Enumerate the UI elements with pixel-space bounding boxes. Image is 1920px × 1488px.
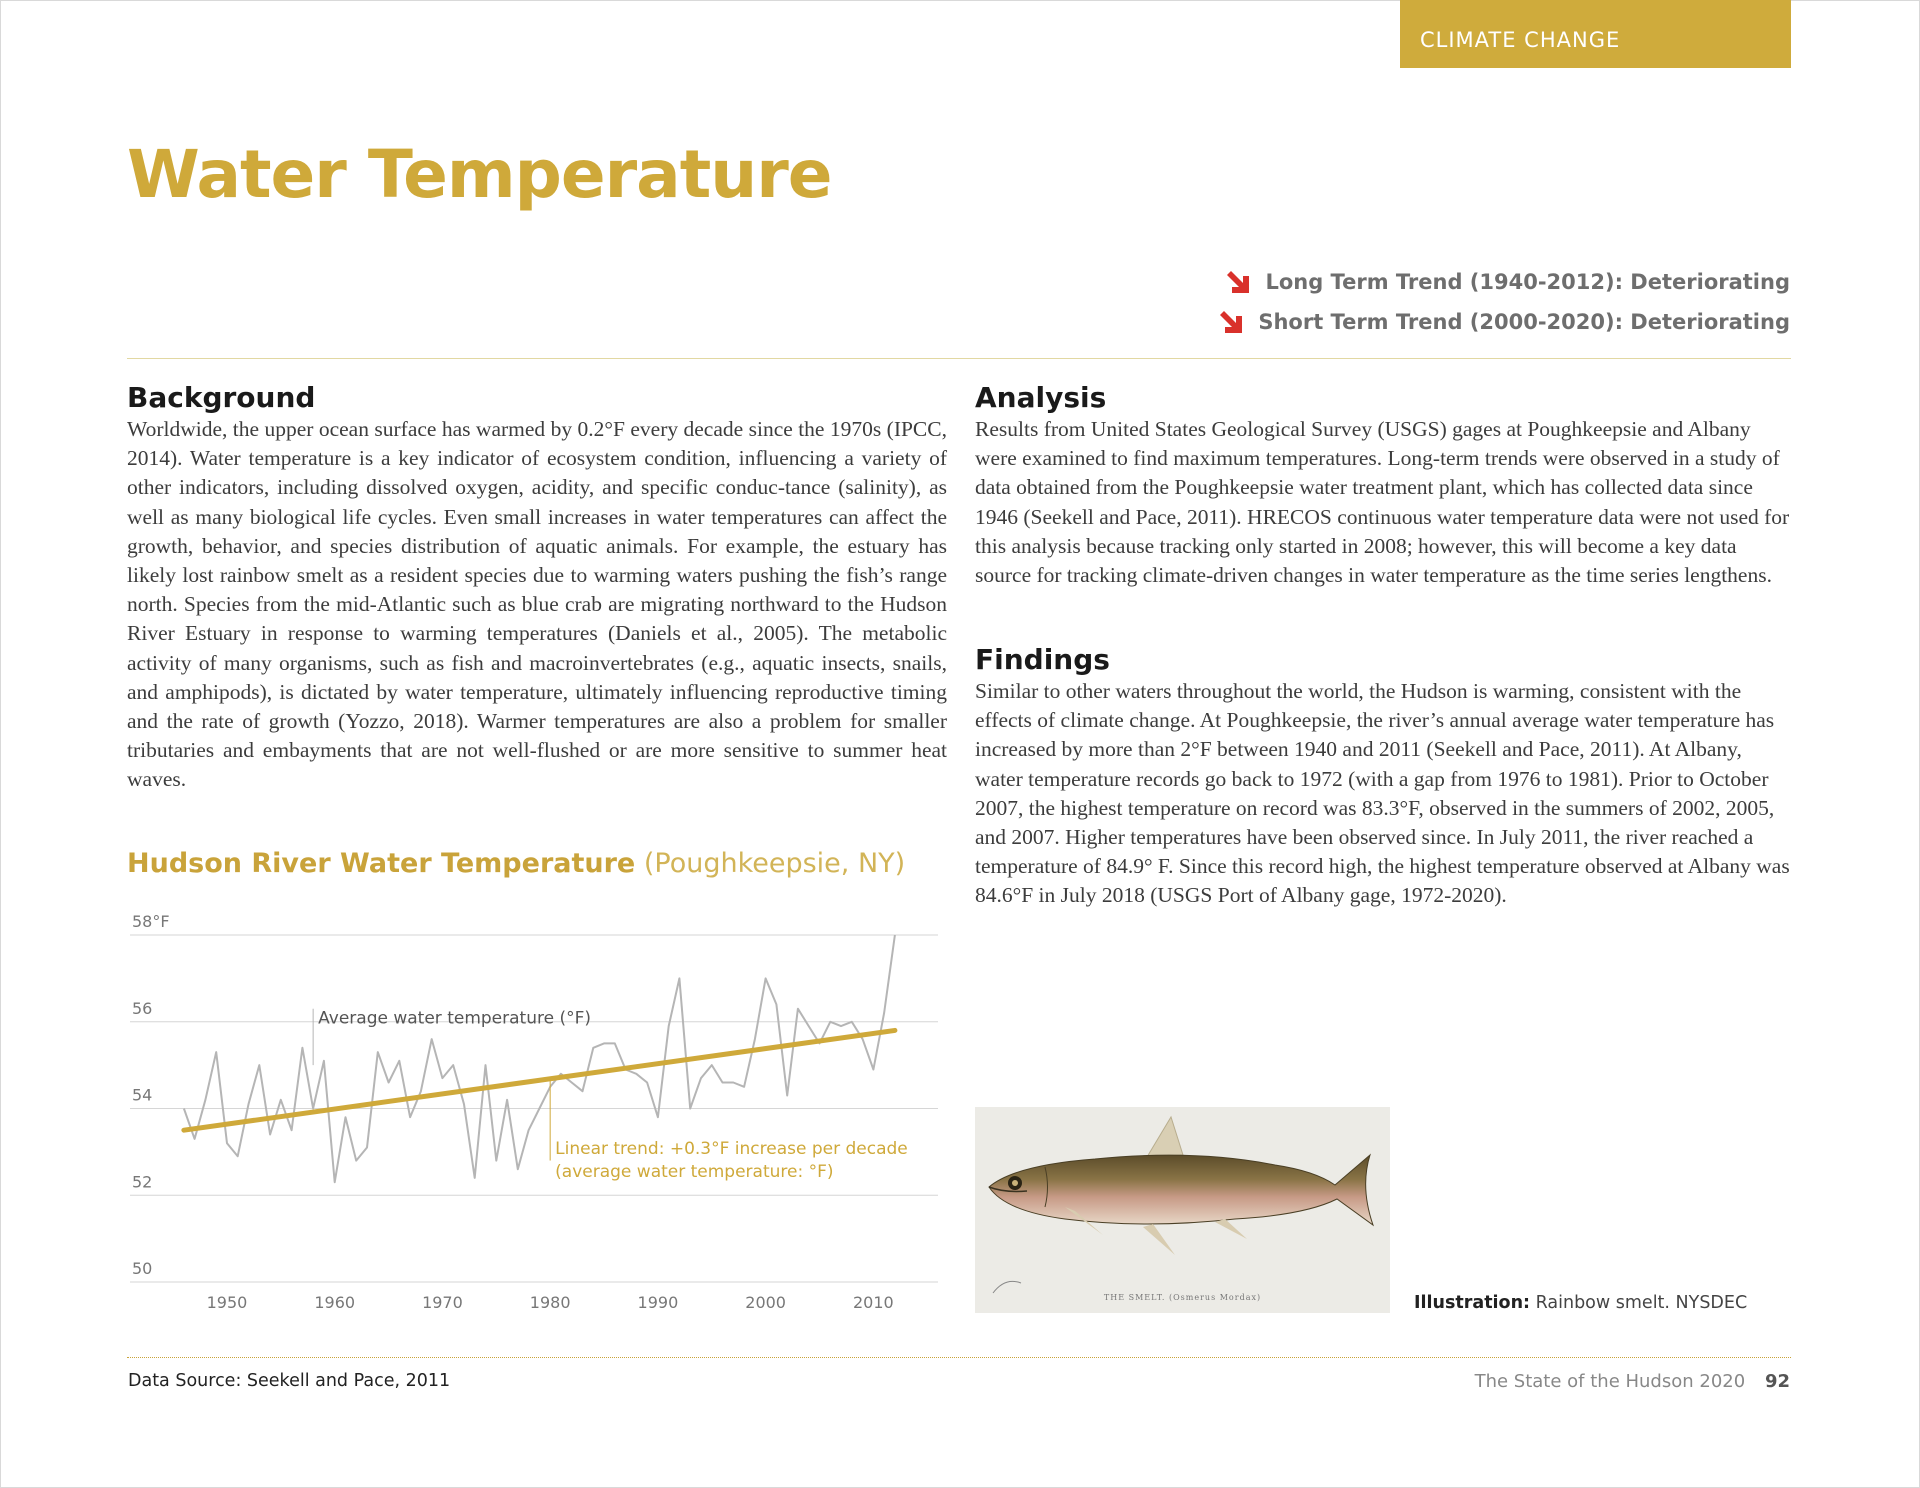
down-right-arrow-icon: [1227, 271, 1250, 293]
short-term-trend: Short Term Trend (2000-2020): Deteriorat…: [1218, 302, 1790, 342]
page-title: Water Temperature: [127, 136, 833, 213]
x-tick-label: 2000: [745, 1293, 786, 1312]
data-source: Data Source: Seekell and Pace, 2011: [128, 1371, 451, 1391]
chart-title-location: (Poughkeepsie, NY): [643, 848, 906, 879]
footer-publication: The State of the Hudson 2020 92: [1475, 1371, 1790, 1392]
short-term-trend-label: Short Term Trend (2000-2020): Deteriorat…: [1258, 310, 1790, 334]
page-number: 92: [1764, 1371, 1790, 1392]
chart-title: Hudson River Water Temperature (Poughkee…: [127, 848, 905, 879]
average-temperature-line: [182, 934, 896, 1184]
background-heading: Background: [127, 381, 316, 414]
y-tick-label: 52: [132, 1172, 152, 1191]
background-text: Worldwide, the upper ocean surface has w…: [127, 417, 947, 792]
long-term-trend: Long Term Trend (1940-2012): Deteriorati…: [1218, 262, 1790, 302]
analysis-section: Analysis Results from United States Geol…: [975, 381, 1793, 590]
trend-list: Long Term Trend (1940-2012): Deteriorati…: [1218, 262, 1790, 342]
section-tab: CLIMATE CHANGE: [1400, 0, 1791, 68]
trend-line: [181, 1027, 898, 1133]
background-section: Background Worldwide, the upper ocean su…: [127, 381, 947, 795]
publication-name: The State of the Hudson 2020: [1474, 1371, 1746, 1392]
y-tick-label: 50: [132, 1259, 152, 1278]
x-tick-label: 1960: [314, 1293, 355, 1312]
y-tick-label: 54: [132, 1086, 152, 1105]
chart-title-main: Hudson River Water Temperature: [127, 848, 636, 879]
illustration-caption: Illustration: Rainbow smelt. NYSDEC: [1414, 1293, 1747, 1313]
y-tick-label: 58°F: [132, 912, 170, 931]
illustration-caption-label: Illustration:: [1414, 1293, 1531, 1313]
x-tick-label: 1990: [638, 1293, 679, 1312]
analysis-heading: Analysis: [975, 381, 1107, 414]
header-divider: [127, 358, 1791, 359]
analysis-text: Results from United States Geological Su…: [975, 417, 1790, 588]
x-tick-label: 2010: [853, 1293, 894, 1312]
water-temperature-chart: 50 52 54 56 58°F 1950 1960 1970 1980 1990 2000 2010…: [130, 912, 938, 1312]
rainbow-smelt-illustration: THE SMELT. (Osmerus Mordax): [975, 1107, 1390, 1313]
y-tick-label: 56: [132, 999, 152, 1018]
trend-label-line2: (average water temperature: °F): [555, 1162, 833, 1182]
findings-text: Similar to other waters throughout the w…: [975, 679, 1790, 908]
x-tick-label: 1980: [530, 1293, 571, 1312]
footer-divider: [127, 1357, 1791, 1358]
down-right-arrow-icon: [1220, 311, 1243, 333]
x-tick-label: 1950: [207, 1293, 248, 1312]
findings-heading: Findings: [975, 643, 1110, 676]
average-temperature-label: Average water temperature (°F): [318, 1009, 591, 1029]
x-tick-label: 1970: [422, 1293, 463, 1312]
long-term-trend-label: Long Term Trend (1940-2012): Deteriorati…: [1265, 270, 1790, 294]
illustration-plate-label: THE SMELT. (Osmerus Mordax): [1103, 1293, 1262, 1302]
illustration-caption-text: Rainbow smelt. NYSDEC: [1535, 1293, 1748, 1313]
findings-section: Findings Similar to other waters through…: [975, 643, 1793, 911]
trend-label-line1: Linear trend: +0.3°F increase per decade: [555, 1139, 908, 1159]
smelt-image: [975, 1107, 1390, 1313]
